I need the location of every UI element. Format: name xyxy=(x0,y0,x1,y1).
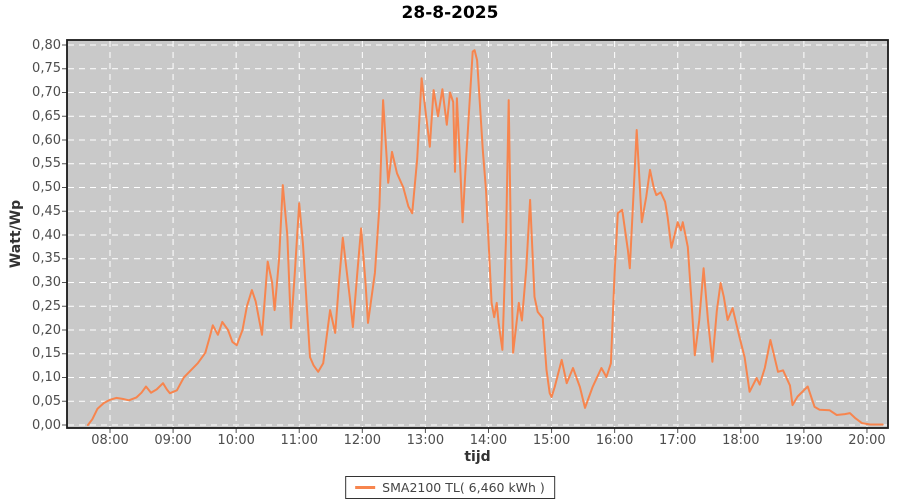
x-tick-label: 16:00 xyxy=(595,433,634,448)
plot-border xyxy=(66,39,889,429)
y-tick-label: 0,40 xyxy=(32,227,61,243)
y-tick-label: 0,15 xyxy=(32,346,61,362)
y-tick-label: 0,20 xyxy=(32,322,61,338)
y-tick-label: 0,30 xyxy=(32,275,61,290)
x-tick-label: 17:00 xyxy=(658,433,697,448)
x-tick-label: 15:00 xyxy=(532,433,571,448)
x-tick-label: 08:00 xyxy=(91,433,129,448)
legend-line-swatch xyxy=(355,486,376,489)
x-tick-label: 18:00 xyxy=(722,433,760,448)
y-tick-label: 0,25 xyxy=(32,298,61,314)
y-tick-label: 0,75 xyxy=(32,61,61,77)
chart-title: 28-8-2025 xyxy=(401,3,499,23)
y-tick-label: 0,55 xyxy=(32,156,61,172)
y-tick-label: 0,05 xyxy=(32,393,61,409)
y-tick-label: 0,00 xyxy=(32,417,61,433)
x-tick-label: 14:00 xyxy=(469,433,508,448)
series-line xyxy=(86,49,884,426)
x-tick-label: 20:00 xyxy=(848,433,886,448)
x-tick-label: 09:00 xyxy=(154,433,192,448)
y-tick-label: 0,10 xyxy=(32,370,61,385)
legend-label: SMA2100 TL( 6,460 kWh ) xyxy=(382,480,545,495)
y-tick-label: 0,45 xyxy=(32,203,61,219)
x-tick-label: 19:00 xyxy=(785,433,823,448)
x-axis-label: tijd xyxy=(464,449,491,465)
y-tick-label: 0,80 xyxy=(32,37,61,53)
legend: SMA2100 TL( 6,460 kWh ) xyxy=(345,476,555,499)
y-tick-label: 0,70 xyxy=(32,85,61,100)
y-tick-label: 0,65 xyxy=(32,108,61,124)
x-tick-label: 13:00 xyxy=(406,433,445,448)
x-tick-label: 11:00 xyxy=(280,433,318,448)
x-tick-label: 10:00 xyxy=(217,433,255,448)
x-tick-label: 12:00 xyxy=(343,433,382,448)
y-tick-label: 0,60 xyxy=(32,132,61,148)
plot-background xyxy=(67,40,888,428)
y-tick-label: 0,50 xyxy=(32,180,61,195)
y-tick-label: 0,35 xyxy=(32,251,61,267)
